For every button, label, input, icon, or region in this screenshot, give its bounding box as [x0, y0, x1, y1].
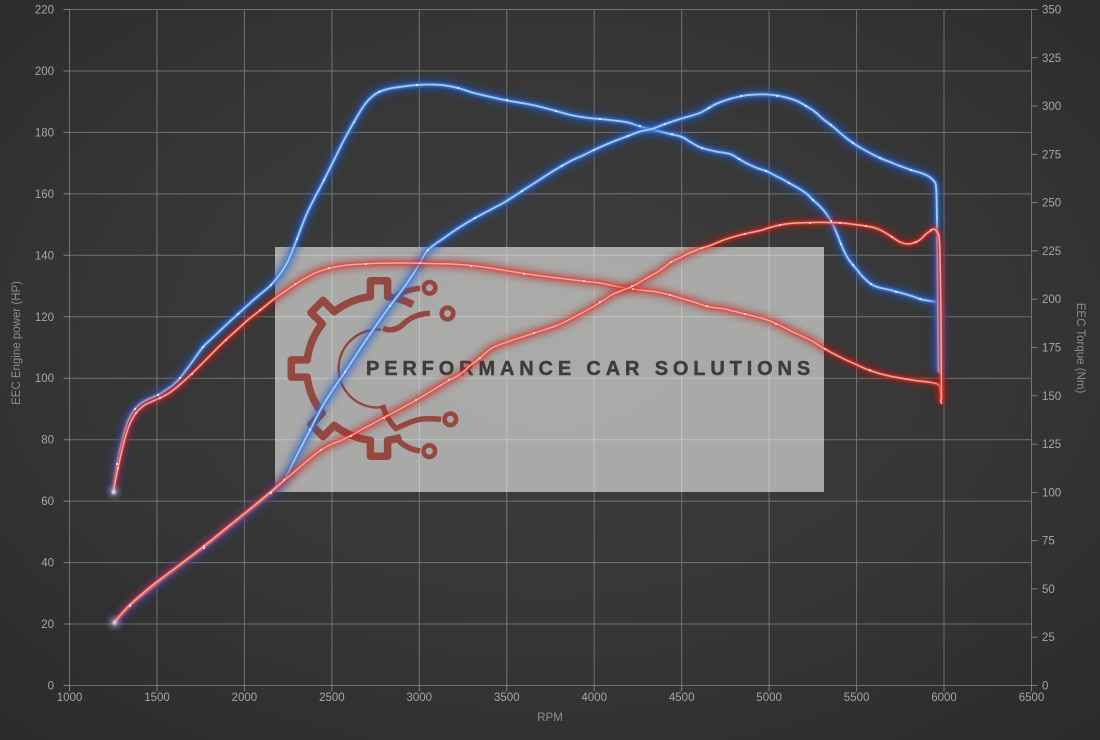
svg-text:300: 300 [1042, 101, 1061, 113]
svg-text:250: 250 [1042, 198, 1061, 210]
svg-text:125: 125 [1042, 439, 1061, 451]
svg-text:225: 225 [1042, 246, 1061, 258]
svg-text:5000: 5000 [756, 692, 782, 704]
svg-text:160: 160 [35, 189, 54, 201]
svg-text:25: 25 [1042, 632, 1055, 644]
svg-text:6000: 6000 [931, 692, 957, 704]
svg-text:175: 175 [1042, 343, 1061, 355]
svg-text:0: 0 [48, 681, 54, 693]
svg-text:100: 100 [1042, 487, 1061, 499]
svg-text:6500: 6500 [1019, 692, 1045, 704]
svg-text:2500: 2500 [319, 692, 345, 704]
svg-text:50: 50 [1042, 584, 1055, 596]
svg-text:220: 220 [35, 5, 54, 17]
svg-text:3000: 3000 [407, 692, 433, 704]
svg-text:120: 120 [35, 312, 54, 324]
svg-text:275: 275 [1042, 149, 1061, 161]
svg-text:2000: 2000 [232, 692, 258, 704]
svg-text:60: 60 [41, 496, 54, 508]
svg-text:0: 0 [1042, 681, 1048, 693]
svg-text:325: 325 [1042, 53, 1061, 65]
svg-text:80: 80 [41, 435, 54, 447]
svg-text:RPM: RPM [537, 712, 563, 724]
svg-text:140: 140 [35, 250, 54, 262]
svg-text:200: 200 [1042, 294, 1061, 306]
svg-text:3500: 3500 [494, 692, 520, 704]
svg-text:75: 75 [1042, 536, 1055, 548]
svg-text:180: 180 [35, 127, 54, 139]
svg-text:EEC Torque (Nm): EEC Torque (Nm) [1074, 303, 1086, 394]
svg-text:PERFORMANCE CAR SOLUTIONS: PERFORMANCE CAR SOLUTIONS [366, 358, 815, 380]
svg-text:150: 150 [1042, 391, 1061, 403]
svg-text:4500: 4500 [669, 692, 695, 704]
svg-text:EEC Engine power (HP): EEC Engine power (HP) [11, 281, 23, 405]
svg-text:1000: 1000 [57, 692, 83, 704]
svg-text:40: 40 [41, 558, 54, 570]
svg-text:200: 200 [35, 66, 54, 78]
svg-text:100: 100 [35, 373, 54, 385]
svg-text:5500: 5500 [844, 692, 870, 704]
svg-text:1500: 1500 [144, 692, 170, 704]
svg-text:20: 20 [41, 619, 54, 631]
svg-text:350: 350 [1042, 5, 1061, 17]
svg-text:4000: 4000 [581, 692, 607, 704]
